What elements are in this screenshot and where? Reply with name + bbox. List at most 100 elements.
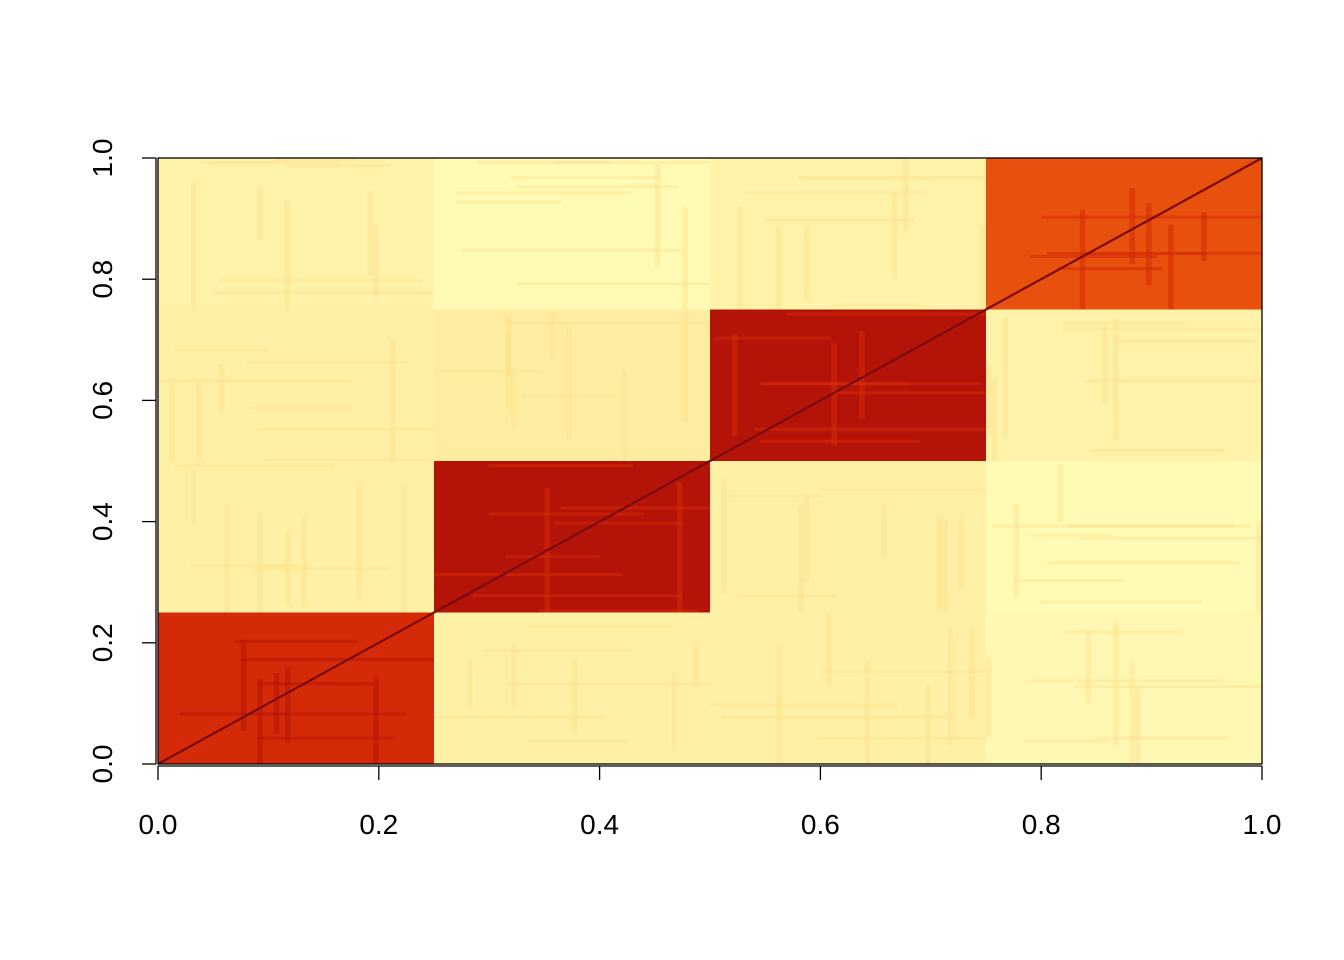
heatmap-cell-strip-2-9 <box>814 736 986 740</box>
heatmap-cell-strip-13-6 <box>461 248 683 252</box>
heatmap-cell-strip-4-7 <box>191 564 296 568</box>
heatmap-cell-strip-7-9 <box>1256 521 1262 613</box>
heatmap-cell-strip-15-0 <box>1030 254 1158 258</box>
heatmap-cell-strip-7-5 <box>1046 560 1240 565</box>
heatmap-cell-strip-13-0 <box>516 185 677 189</box>
heatmap-cell-strip-0-7 <box>273 673 280 734</box>
heatmap-cell-strip-7-4 <box>1041 600 1202 604</box>
heatmap-cell-strip-9-6 <box>566 324 572 440</box>
heatmap-cell-strip-10-5 <box>759 439 920 443</box>
heatmap-cell-strip-2-1 <box>710 703 898 707</box>
heatmap-cell-strip-1-1 <box>527 739 628 743</box>
heatmap-cell-strip-2-8 <box>825 612 832 686</box>
heatmap-cell-strip-5-0 <box>489 512 644 516</box>
heatmap-cell-strip-10-8 <box>759 382 909 386</box>
heatmap-cell-strip-14-1 <box>743 191 926 195</box>
heatmap-cell-strip-11-9 <box>991 379 998 461</box>
heatmap-cell-strip-14-9 <box>798 176 986 180</box>
heatmap-texture <box>158 158 1262 764</box>
heatmap-cell-strip-1-2 <box>527 624 672 628</box>
heatmap-cell-strip-13-7 <box>682 206 688 310</box>
plot-area <box>157 157 1263 765</box>
heatmap-cell-strip-13-8 <box>555 161 710 165</box>
heatmap-cell-strip-3-4 <box>1030 679 1224 683</box>
heatmap-cell-strip-15-8 <box>1146 203 1152 286</box>
heatmap-cell-strip-12-8 <box>367 191 374 277</box>
heatmap-cell-strip-2-0 <box>969 627 975 719</box>
heatmap-cell-strip-6-1 <box>737 594 837 598</box>
heatmap-cell-strip-12-0 <box>218 279 423 283</box>
heatmap-cell-strip-3-5 <box>1085 630 1091 704</box>
heatmap-cell-strip-1-6 <box>511 642 517 707</box>
heatmap-cell-strip-8-9 <box>174 348 269 352</box>
heatmap-cell-strip-12-5 <box>202 161 341 165</box>
heatmap-cell-strip-3-7 <box>1096 736 1229 740</box>
heatmap-cell-strip-1-3 <box>483 648 633 652</box>
x-tick-label-4: 0.8 <box>1022 809 1061 840</box>
heatmap-cell-strip-1-7 <box>505 682 710 686</box>
heatmap-cell-strip-12-6 <box>191 182 197 310</box>
heatmap-block-14 <box>710 158 986 310</box>
heatmap-cell-strip-6-6 <box>803 494 810 583</box>
heatmap-cell-strip-14-5 <box>903 158 909 231</box>
heatmap-cell-strip-1-4 <box>693 642 699 689</box>
heatmap-cell-strip-11-1 <box>1112 318 1119 440</box>
heatmap-cell-strip-5-1 <box>560 506 710 510</box>
heatmap-cell-strip-6-0 <box>936 515 942 613</box>
heatmap-cell-strip-13-9 <box>456 200 561 204</box>
heatmap-cell-strip-2-6 <box>776 645 782 764</box>
heatmap-cell-strip-4-6 <box>301 515 308 607</box>
heatmap-cell-strip-6-5 <box>726 494 821 498</box>
heatmap-cell-strip-2-2 <box>820 670 986 674</box>
heatmap-cell-strip-2-4 <box>864 660 871 764</box>
heatmap-cell-strip-1-9 <box>572 660 578 731</box>
heatmap-cell-strip-13-5 <box>511 176 661 180</box>
heatmap-cell-strip-7-2 <box>991 524 1235 528</box>
heatmap-cell-strip-7-0 <box>1068 524 1251 528</box>
heatmap-cell-strip-8-7 <box>218 364 225 413</box>
heatmap-cell-strip-0-1 <box>180 712 407 716</box>
heatmap-cell-strip-6-8 <box>721 479 727 595</box>
heatmap-cell-strip-5-8 <box>505 554 600 558</box>
x-tick-label-3: 0.6 <box>801 809 840 840</box>
heatmap-cell-strip-12-9 <box>373 224 379 298</box>
heatmap-cell-strip-3-2 <box>1074 685 1262 689</box>
heatmap-cell-strip-8-4 <box>196 382 203 461</box>
heatmap-cell-strip-12-2 <box>257 185 263 240</box>
heatmap-cell-strip-7-8 <box>1030 533 1113 537</box>
y-tick-label-5: 1.0 <box>87 139 118 178</box>
heatmap-cell-strip-14-8 <box>836 303 920 307</box>
heatmap-diagonal <box>157 157 1263 765</box>
heatmap-cell-strip-4-0 <box>191 470 197 525</box>
heatmap-cell-strip-13-4 <box>654 164 661 268</box>
heatmap-cell-strip-11-7 <box>1090 448 1224 452</box>
heatmap-cell-strip-8-3 <box>158 379 352 383</box>
heatmap-block-4 <box>158 461 434 613</box>
heatmap-cell-strip-9-7 <box>505 330 512 410</box>
heatmap-cell-strip-11-3 <box>986 364 992 434</box>
heatmap-cell-strip-8-5 <box>169 379 175 461</box>
x-tick-label-2: 0.4 <box>580 809 619 840</box>
heatmap-block-6 <box>710 461 986 613</box>
heatmap-cell-strip-15-9 <box>1129 188 1136 265</box>
heatmap-cell-strip-13-3 <box>516 282 710 286</box>
heatmap-cell-strip-11-2 <box>1002 318 1009 437</box>
heatmap-cell-strip-14-2 <box>765 218 915 222</box>
heatmap-cell-strip-9-4 <box>434 370 539 374</box>
y-tick-label-2: 0.4 <box>87 502 118 541</box>
heatmap-cell-strip-10-2 <box>732 333 738 437</box>
heatmap-cell-strip-9-1 <box>505 315 512 377</box>
heatmap-block-2 <box>710 612 986 764</box>
heatmap-cell-strip-4-2 <box>284 530 291 604</box>
heatmap-cell-strip-13-1 <box>478 161 611 165</box>
heatmap-cell-strip-5-4 <box>489 464 633 468</box>
y-axis: 0.0 0.2 0.4 0.6 0.8 1.0 <box>87 139 157 783</box>
x-tick-label-5: 1.0 <box>1243 809 1282 840</box>
diagonal-line <box>157 157 1263 765</box>
heatmap-cell-strip-0-0 <box>240 657 434 661</box>
heatmap-cell-strip-12-1 <box>284 164 390 168</box>
heatmap-cell-strip-11-8 <box>1063 321 1185 325</box>
y-tick-label-3: 0.6 <box>87 381 118 420</box>
heatmap-cell-strip-15-6 <box>1168 224 1174 310</box>
